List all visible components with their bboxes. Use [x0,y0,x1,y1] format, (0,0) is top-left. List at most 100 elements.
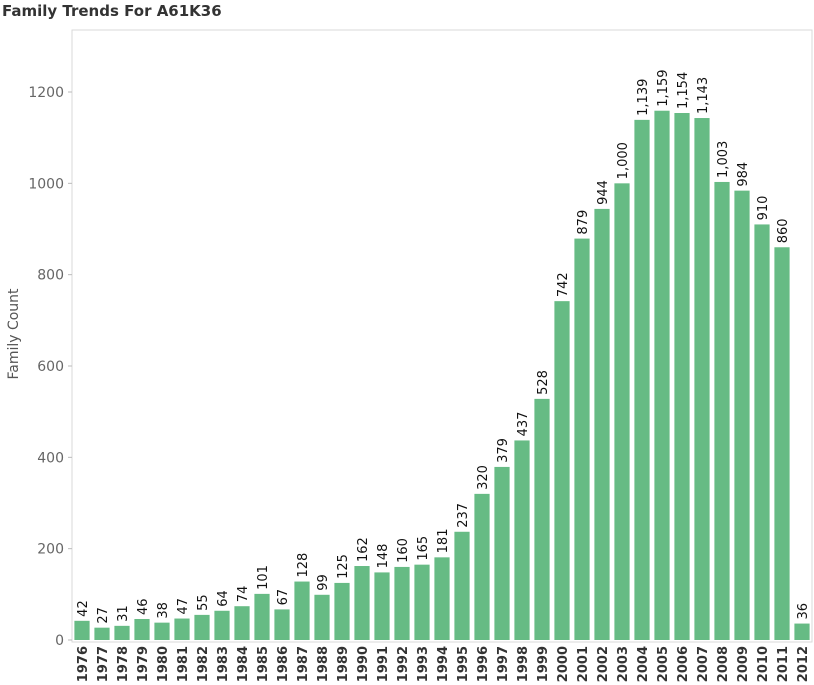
bar-1978[interactable] [114,625,130,640]
bar-1993[interactable] [414,564,430,640]
x-tick-label-1998: 1998 [516,646,531,682]
bar-1979[interactable] [134,618,150,640]
bar-1998[interactable] [514,440,530,640]
bar-2011[interactable] [774,247,790,640]
bar-2002[interactable] [594,208,610,640]
x-tick-label-1978: 1978 [116,646,131,682]
x-tick-label-1997: 1997 [496,646,511,682]
x-tick-label-1985: 1985 [256,646,271,682]
x-tick-label-1990: 1990 [356,646,371,682]
data-label-1992: 160 [396,538,411,563]
data-label-1998: 437 [516,412,531,437]
y-axis-title: Family Count [6,288,22,380]
x-tick-label-2012: 2012 [796,646,811,682]
bar-1991[interactable] [374,572,390,640]
data-label-1983: 64 [216,590,231,607]
bar-1990[interactable] [354,566,370,640]
x-tick-label-1977: 1977 [96,646,111,682]
bar-1977[interactable] [94,627,110,640]
x-tick-label-2009: 2009 [736,646,751,682]
data-label-2004: 1,139 [636,79,651,116]
plot-frame [71,29,813,643]
data-label-1995: 237 [456,503,471,528]
bar-1980[interactable] [154,622,170,640]
bar-1996[interactable] [474,493,490,640]
bar-2008[interactable] [714,181,730,641]
data-label-1984: 74 [236,586,251,603]
bar-1985[interactable] [254,593,270,640]
x-tick-label-1995: 1995 [456,646,471,682]
bar-2012[interactable] [794,623,810,640]
y-tick-label: 1000 [28,176,64,192]
bar-1989[interactable] [334,582,350,640]
bar-1981[interactable] [174,618,190,640]
bar-1984[interactable] [234,606,250,640]
x-tick-label-2011: 2011 [776,646,791,682]
x-tick-label-1988: 1988 [316,646,331,682]
bar-1983[interactable] [214,610,230,640]
x-tick-label-1987: 1987 [296,646,311,682]
data-label-2010: 910 [756,196,771,221]
bar-2001[interactable] [574,238,590,640]
y-tick-label: 1200 [28,85,64,101]
data-label-1990: 162 [356,537,371,562]
bar-2003[interactable] [614,183,630,641]
data-label-2008: 1,003 [716,141,731,178]
data-label-2006: 1,154 [676,72,691,109]
x-tick-label-2010: 2010 [756,646,771,682]
data-label-1997: 379 [496,438,511,463]
data-label-1976: 42 [76,600,91,617]
data-label-1982: 55 [196,594,211,611]
chart-title: Family Trends For A61K36 [2,2,222,20]
data-label-1981: 47 [176,598,191,615]
bar-2005[interactable] [654,110,670,641]
data-label-1993: 165 [416,536,431,561]
x-tick-label-1983: 1983 [216,646,231,682]
y-tick-label: 400 [37,450,64,466]
bar-1988[interactable] [314,594,330,640]
data-label-1978: 31 [116,605,131,622]
bar-1995[interactable] [454,531,470,640]
x-tick-label-1992: 1992 [396,646,411,682]
data-label-1999: 528 [536,370,551,395]
bar-1997[interactable] [494,466,510,640]
bar-1976[interactable] [74,620,90,640]
bar-2010[interactable] [754,224,770,640]
x-tick-label-1982: 1982 [196,646,211,682]
x-tick-label-2003: 2003 [616,646,631,682]
bar-1994[interactable] [434,557,450,640]
bar-2007[interactable] [694,118,710,640]
bar-1987[interactable] [294,581,310,640]
bar-1982[interactable] [194,614,210,640]
x-tick-label-1980: 1980 [156,646,171,682]
data-label-1977: 27 [96,607,111,624]
data-label-2003: 1,000 [616,142,631,179]
x-tick-label-2007: 2007 [696,646,711,682]
bar-2009[interactable] [734,190,750,640]
data-label-2002: 944 [596,180,611,205]
data-label-1979: 46 [136,598,151,615]
x-tick-label-1994: 1994 [436,646,451,682]
x-tick-label-1996: 1996 [476,646,491,682]
bar-2004[interactable] [634,119,650,640]
bar-2000[interactable] [554,301,570,640]
x-tick-label-1991: 1991 [376,646,391,682]
data-label-2009: 984 [736,162,751,187]
bar-1999[interactable] [534,398,550,640]
data-label-1986: 67 [276,589,291,606]
x-tick-label-2006: 2006 [676,646,691,682]
x-tick-label-2004: 2004 [636,646,651,682]
bar-1986[interactable] [274,609,290,640]
x-tick-label-1989: 1989 [336,646,351,682]
x-tick-label-2000: 2000 [556,646,571,682]
axes-layer: 0 200 400 600 800 1000 1200 [28,29,813,649]
bar-1992[interactable] [394,566,410,640]
x-tick-label-1984: 1984 [236,646,251,682]
x-tick-label-1986: 1986 [276,646,291,682]
bar-2006[interactable] [674,113,690,641]
y-tick-label: 0 [55,633,64,649]
data-label-1994: 181 [436,529,451,554]
y-tick-label: 600 [37,359,64,375]
labels-layer: 42 1976 27 1977 31 1978 46 1979 38 1980 47 1981 55 19… [76,70,811,683]
